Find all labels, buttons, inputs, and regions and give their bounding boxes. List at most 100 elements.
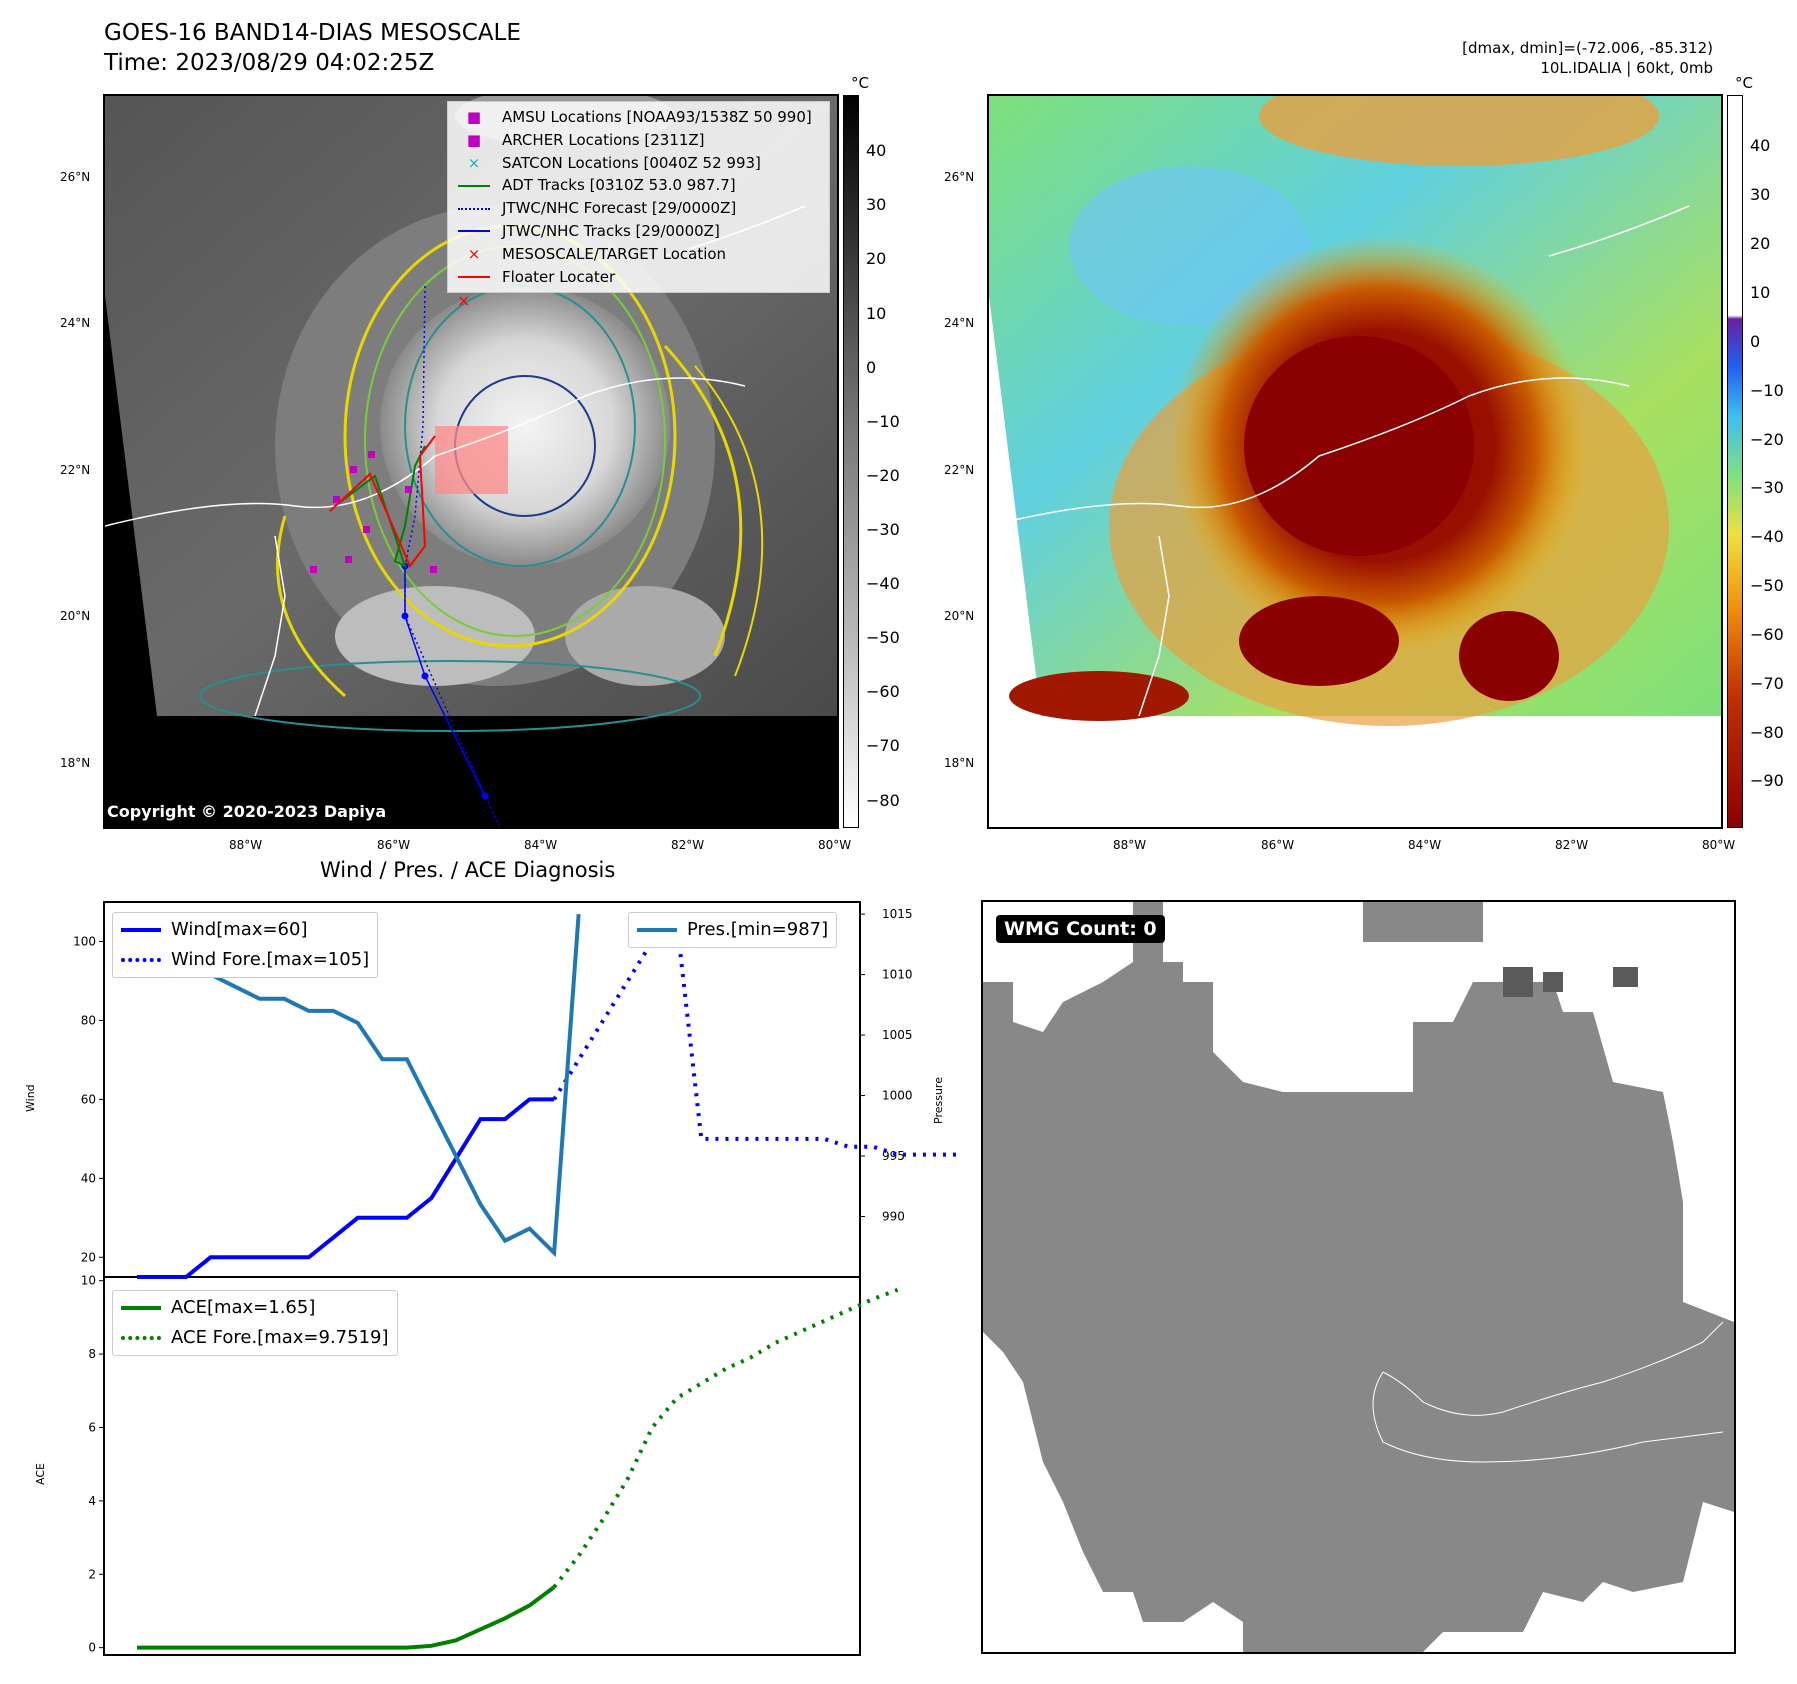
wind-line: [137, 1097, 555, 1279]
wmg-panel: [981, 900, 1736, 1654]
lat-label: 26°N: [944, 170, 975, 184]
pressure-tick-label: 1000: [882, 1089, 913, 1103]
ace-line: [137, 1585, 556, 1650]
gray-cb-tick: −60: [866, 682, 900, 701]
color-cb-tick: −10: [1750, 381, 1784, 400]
line-icon: [456, 266, 492, 289]
color-cb-tick: 20: [1750, 234, 1771, 253]
lat-label: 18°N: [944, 756, 975, 770]
lat-label: 22°N: [60, 463, 91, 477]
storm-info: [dmax, dmin]=(-72.006, -85.312) 10L.IDAL…: [1462, 38, 1713, 78]
lat-label: 22°N: [944, 463, 975, 477]
gray-cb-tick: 40: [866, 141, 887, 160]
lat-label: 24°N: [60, 316, 91, 330]
figure-time: Time: 2023/08/29 04:02:25Z: [104, 50, 435, 76]
diagnosis-title: Wind / Pres. / ACE Diagnosis: [320, 858, 616, 882]
ace-forecast-line: [552, 1287, 899, 1589]
color-cb-tick: 0: [1750, 332, 1761, 351]
lon-label: 86°W: [1261, 838, 1295, 852]
legend-wind: Wind[max=60]: [121, 915, 369, 945]
legend-adt: ADT Tracks [0310Z 53.0 987.7]: [456, 174, 821, 197]
target-marker: ×: [457, 291, 470, 310]
gray-cb-tick: −50: [866, 628, 900, 647]
color-cb-tick: −30: [1750, 478, 1784, 497]
figure-title: GOES-16 BAND14-DIAS MESOSCALE: [104, 20, 521, 46]
map-legend: ■ AMSU Locations [NOAA93/1538Z 50 990] ■ A…: [447, 101, 830, 294]
pressure-tick-label: 1015: [882, 907, 913, 921]
wind-tick-label: 100: [73, 934, 96, 948]
wind-tick-label: 40: [81, 1171, 96, 1185]
color-cb-tick: −20: [1750, 430, 1784, 449]
legend-wind-fore: Wind Fore.[max=105]: [121, 945, 369, 975]
lon-label: 86°W: [377, 838, 411, 852]
color-cb-tick: 30: [1750, 185, 1771, 204]
lon-label: 82°W: [671, 838, 705, 852]
dotted-line-icon: [456, 197, 492, 220]
lon-label: 88°W: [229, 838, 263, 852]
legend-target: × MESOSCALE/TARGET Location: [456, 243, 821, 266]
lat-label: 20°N: [60, 609, 91, 623]
pressure-legend: Pres.[min=987]: [628, 912, 838, 948]
wind-tick-label: 60: [81, 1092, 96, 1106]
gray-colorbar: [843, 95, 859, 828]
gray-cb-tick: 0: [866, 358, 877, 377]
legend-amsu: ■ AMSU Locations [NOAA93/1538Z 50 990]: [456, 106, 821, 129]
copyright-text: Copyright © 2020-2023 Dapiya: [107, 802, 387, 821]
legend-ace: ACE[max=1.65]: [121, 1293, 389, 1323]
ir-color-image: [989, 96, 1721, 726]
wmg-image: [983, 902, 1734, 1652]
gray-cb-tick: −40: [866, 574, 900, 593]
legend-ace-fore: ACE Fore.[max=9.7519]: [121, 1323, 389, 1353]
color-cb-tick: −50: [1750, 576, 1784, 595]
gray-cb-tick: 30: [866, 195, 887, 214]
x-marker-icon: ×: [467, 153, 481, 172]
color-cb-tick: −60: [1750, 625, 1784, 644]
x-marker-icon: ×: [467, 244, 481, 263]
dmax-dmin-text: [dmax, dmin]=(-72.006, -85.312): [1462, 39, 1713, 57]
dot-line-icon: [456, 220, 492, 243]
wind-tick-label: 20: [81, 1250, 96, 1264]
legend-floater: Floater Locater: [456, 266, 821, 289]
color-cb-tick: −80: [1750, 723, 1784, 742]
gray-cb-tick: −10: [866, 412, 900, 431]
gray-cb-tick: 10: [866, 304, 887, 323]
pressure-tick-label: 1005: [882, 1028, 913, 1042]
pressure-tick-label: 990: [882, 1210, 905, 1224]
color-cb-tick: 40: [1750, 136, 1771, 155]
ace-tick-label: 4: [88, 1494, 96, 1508]
lon-label: 82°W: [1555, 838, 1589, 852]
ace-tick-label: 2: [88, 1567, 96, 1581]
wind-forecast-line: [552, 917, 960, 1157]
lon-label: 84°W: [1408, 838, 1442, 852]
lon-label: 84°W: [524, 838, 558, 852]
gray-cb-tick: −20: [866, 466, 900, 485]
ace-plot-frame: [103, 1276, 861, 1656]
color-cb-tick: −90: [1750, 771, 1784, 790]
ace-tick-label: 6: [88, 1420, 96, 1434]
wind-legend: Wind[max=60] Wind Fore.[max=105]: [112, 912, 379, 978]
lat-label: 18°N: [60, 756, 91, 770]
lat-label: 20°N: [944, 609, 975, 623]
color-cb-tick: −70: [1750, 674, 1784, 693]
ace-tick-label: 0: [88, 1641, 96, 1655]
square-marker-icon: ■: [466, 130, 482, 149]
pressure-axis-label: Pressure: [932, 1077, 945, 1124]
color-colorbar-unit: °C: [1735, 74, 1753, 92]
wind-tick-label: 80: [81, 1013, 96, 1027]
gray-cb-tick: −80: [866, 791, 900, 810]
legend-satcon: × SATCON Locations [0040Z 52 993]: [456, 152, 821, 175]
lon-label: 88°W: [1113, 838, 1147, 852]
lon-label: 80°W: [1702, 838, 1736, 852]
line-icon: [456, 174, 492, 197]
color-cb-tick: 10: [1750, 283, 1771, 302]
square-marker-icon: ■: [466, 108, 482, 126]
color-cb-tick: −40: [1750, 527, 1784, 546]
lon-label: 80°W: [818, 838, 852, 852]
ir-color-map: [987, 94, 1723, 829]
ace-legend: ACE[max=1.65] ACE Fore.[max=9.7519]: [112, 1290, 398, 1356]
legend-forecast: JTWC/NHC Forecast [29/0000Z]: [456, 197, 821, 220]
pressure-tick-label: 1010: [882, 968, 913, 982]
lat-label: 24°N: [944, 316, 975, 330]
storm-id-text: 10L.IDALIA | 60kt, 0mb: [1540, 59, 1713, 77]
